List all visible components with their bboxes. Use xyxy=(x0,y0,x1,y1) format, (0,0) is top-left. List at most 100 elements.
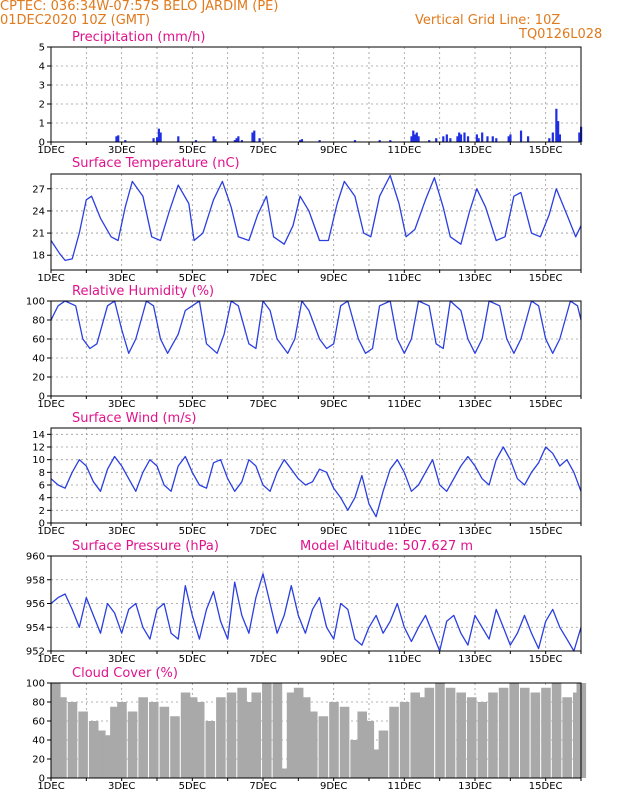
y-tick-label: 4 xyxy=(39,493,45,504)
x-tick-label: 5DEC xyxy=(179,781,206,792)
precip-bar xyxy=(177,136,180,142)
precip-bar xyxy=(235,138,238,142)
cloud-bar xyxy=(329,702,339,778)
series-line-temp xyxy=(50,174,582,262)
precip-bar xyxy=(415,132,418,142)
x-tick-label: 13DEC xyxy=(458,526,492,537)
cloud-bar xyxy=(357,711,368,778)
y-tick-label: 20 xyxy=(32,755,45,766)
precip-bar xyxy=(233,140,236,142)
x-tick-label: 5DEC xyxy=(179,654,206,665)
x-tick-label: 1DEC xyxy=(37,399,64,410)
cloud-bar xyxy=(226,692,237,778)
precip-bar xyxy=(449,138,452,142)
x-tick-label: 11DEC xyxy=(387,654,421,665)
x-tick-label: 9DEC xyxy=(320,399,347,410)
cloud-bar xyxy=(456,692,466,778)
precip-bar xyxy=(194,140,198,142)
precip-bar xyxy=(527,136,530,142)
panel-title: Surface Pressure (hPa) xyxy=(72,539,219,554)
x-tick-label: 13DEC xyxy=(458,273,492,284)
y-tick-label: 27 xyxy=(32,184,45,195)
y-tick-label: 4 xyxy=(39,62,45,73)
precip-bar xyxy=(417,136,420,142)
precip-bar xyxy=(456,136,459,142)
plot-frame xyxy=(50,427,582,524)
precip-bar xyxy=(240,140,243,142)
cloud-bar xyxy=(498,687,509,778)
cloud-bar xyxy=(117,702,127,778)
series-line-pres xyxy=(50,573,582,652)
precip-bar xyxy=(412,130,415,142)
series-line-rh xyxy=(50,300,582,354)
cloud-bar xyxy=(339,706,350,778)
cloud-bar xyxy=(88,721,99,778)
x-tick-label: 13DEC xyxy=(458,145,492,156)
precip-bar xyxy=(442,136,445,142)
cloud-bar xyxy=(51,683,61,778)
y-tick-label: 954 xyxy=(26,623,45,634)
precip-bar xyxy=(159,132,162,142)
x-tick-label: 5DEC xyxy=(179,526,206,537)
x-tick-label: 9DEC xyxy=(320,145,347,156)
cloud-bar xyxy=(371,749,382,778)
precip-bar xyxy=(507,136,510,142)
x-tick-label: 3DEC xyxy=(108,654,135,665)
y-tick-label: 2 xyxy=(39,506,45,517)
cloud-bar xyxy=(424,687,435,778)
x-tick-label: 11DEC xyxy=(387,781,421,792)
precip-bar xyxy=(495,138,498,142)
cloud-bar xyxy=(237,687,247,778)
precip-bar xyxy=(353,140,357,142)
cloud-bar xyxy=(307,711,318,778)
precip-bar xyxy=(378,140,381,142)
cloud-bar xyxy=(364,721,375,778)
precip-bar xyxy=(557,121,560,142)
precip-bar xyxy=(413,134,417,142)
x-tick-label: 15DEC xyxy=(529,399,563,410)
plot-frame xyxy=(50,682,582,779)
precip-bar xyxy=(152,138,155,142)
precip-bar xyxy=(299,140,302,142)
precip-bar xyxy=(410,136,413,142)
y-tick-label: 952 xyxy=(26,647,45,658)
cloud-bar xyxy=(389,706,399,778)
cloud-bar xyxy=(435,683,445,778)
y-tick-label: 5 xyxy=(39,43,45,54)
cloud-bar xyxy=(293,687,304,778)
cloud-bar xyxy=(170,716,180,778)
plot-frame xyxy=(50,173,582,271)
y-tick-label: 3 xyxy=(39,81,45,92)
x-tick-label: 9DEC xyxy=(320,781,347,792)
y-tick-label: 0 xyxy=(39,138,45,149)
cloud-bar xyxy=(148,702,159,778)
x-tick-label: 5DEC xyxy=(179,273,206,284)
x-tick-label: 15DEC xyxy=(529,145,563,156)
panel-title: Relative Humidity (%) xyxy=(72,284,214,299)
precip-bar xyxy=(124,140,127,142)
cloud-bar xyxy=(350,740,360,778)
x-tick-label: 9DEC xyxy=(320,526,347,537)
cloud-bar xyxy=(127,711,138,778)
cloud-bar xyxy=(417,697,428,778)
x-tick-label: 1DEC xyxy=(37,145,64,156)
precip-bar xyxy=(300,139,304,142)
x-tick-label: 11DEC xyxy=(387,145,421,156)
x-tick-label: 7DEC xyxy=(249,654,276,665)
plot-frame xyxy=(50,555,582,652)
panel-rh: 0 20 40 60 80 100 1DEC 3DEC 5DEC 7DEC 9DEC 11DEC 13D… xyxy=(26,284,582,410)
cloud-bar xyxy=(205,721,216,778)
precip-bar xyxy=(463,132,466,142)
x-tick-label: 3DEC xyxy=(108,273,135,284)
y-tick-label: 0 xyxy=(39,392,45,403)
panel-title: Precipitation (mm/h) xyxy=(72,30,205,45)
y-tick-label: 6 xyxy=(39,481,45,492)
x-tick-label: 11DEC xyxy=(387,526,421,537)
x-tick-label: 1DEC xyxy=(37,526,64,537)
y-tick-label: 1 xyxy=(39,119,45,130)
precip-bar xyxy=(318,140,321,142)
precip-bar xyxy=(428,140,431,142)
precip-bar xyxy=(558,134,561,142)
cloud-bar xyxy=(378,730,389,778)
x-tick-label: 15DEC xyxy=(529,654,563,665)
